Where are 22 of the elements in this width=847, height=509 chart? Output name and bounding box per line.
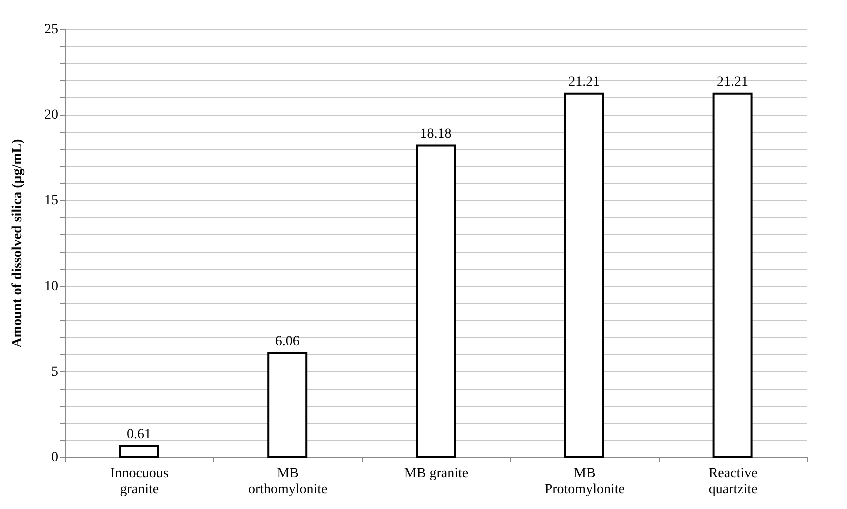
- data-label: 18.18: [420, 126, 452, 142]
- bar: [712, 92, 753, 458]
- y-tick-label: 20: [44, 108, 58, 124]
- bar: [416, 144, 456, 458]
- y-tick-label: 10: [44, 279, 58, 294]
- y-tick-label: 15: [44, 194, 58, 209]
- x-tick-label: Innocuous granite: [110, 466, 169, 498]
- data-label: 0.61: [126, 428, 152, 443]
- y-tick-label: 5: [52, 364, 58, 380]
- y-tick-label: 25: [44, 22, 58, 38]
- data-label: 21.21: [717, 74, 749, 90]
- x-tick-label: MB granite: [404, 466, 469, 482]
- data-label: 6.06: [275, 334, 300, 350]
- y-axis-title: Amount of dissolved silica (μg/mL): [10, 138, 26, 348]
- x-tick-label: MB orthomylonite: [248, 466, 328, 498]
- x-tick-label: MB Protomylonite: [544, 466, 625, 498]
- bar: [564, 92, 604, 458]
- bar: [268, 352, 308, 458]
- data-label: 21.21: [568, 74, 600, 90]
- y-tick-label: 0: [52, 450, 58, 466]
- bar: [119, 446, 160, 458]
- x-tick-label: Reactive quartzite: [708, 466, 758, 498]
